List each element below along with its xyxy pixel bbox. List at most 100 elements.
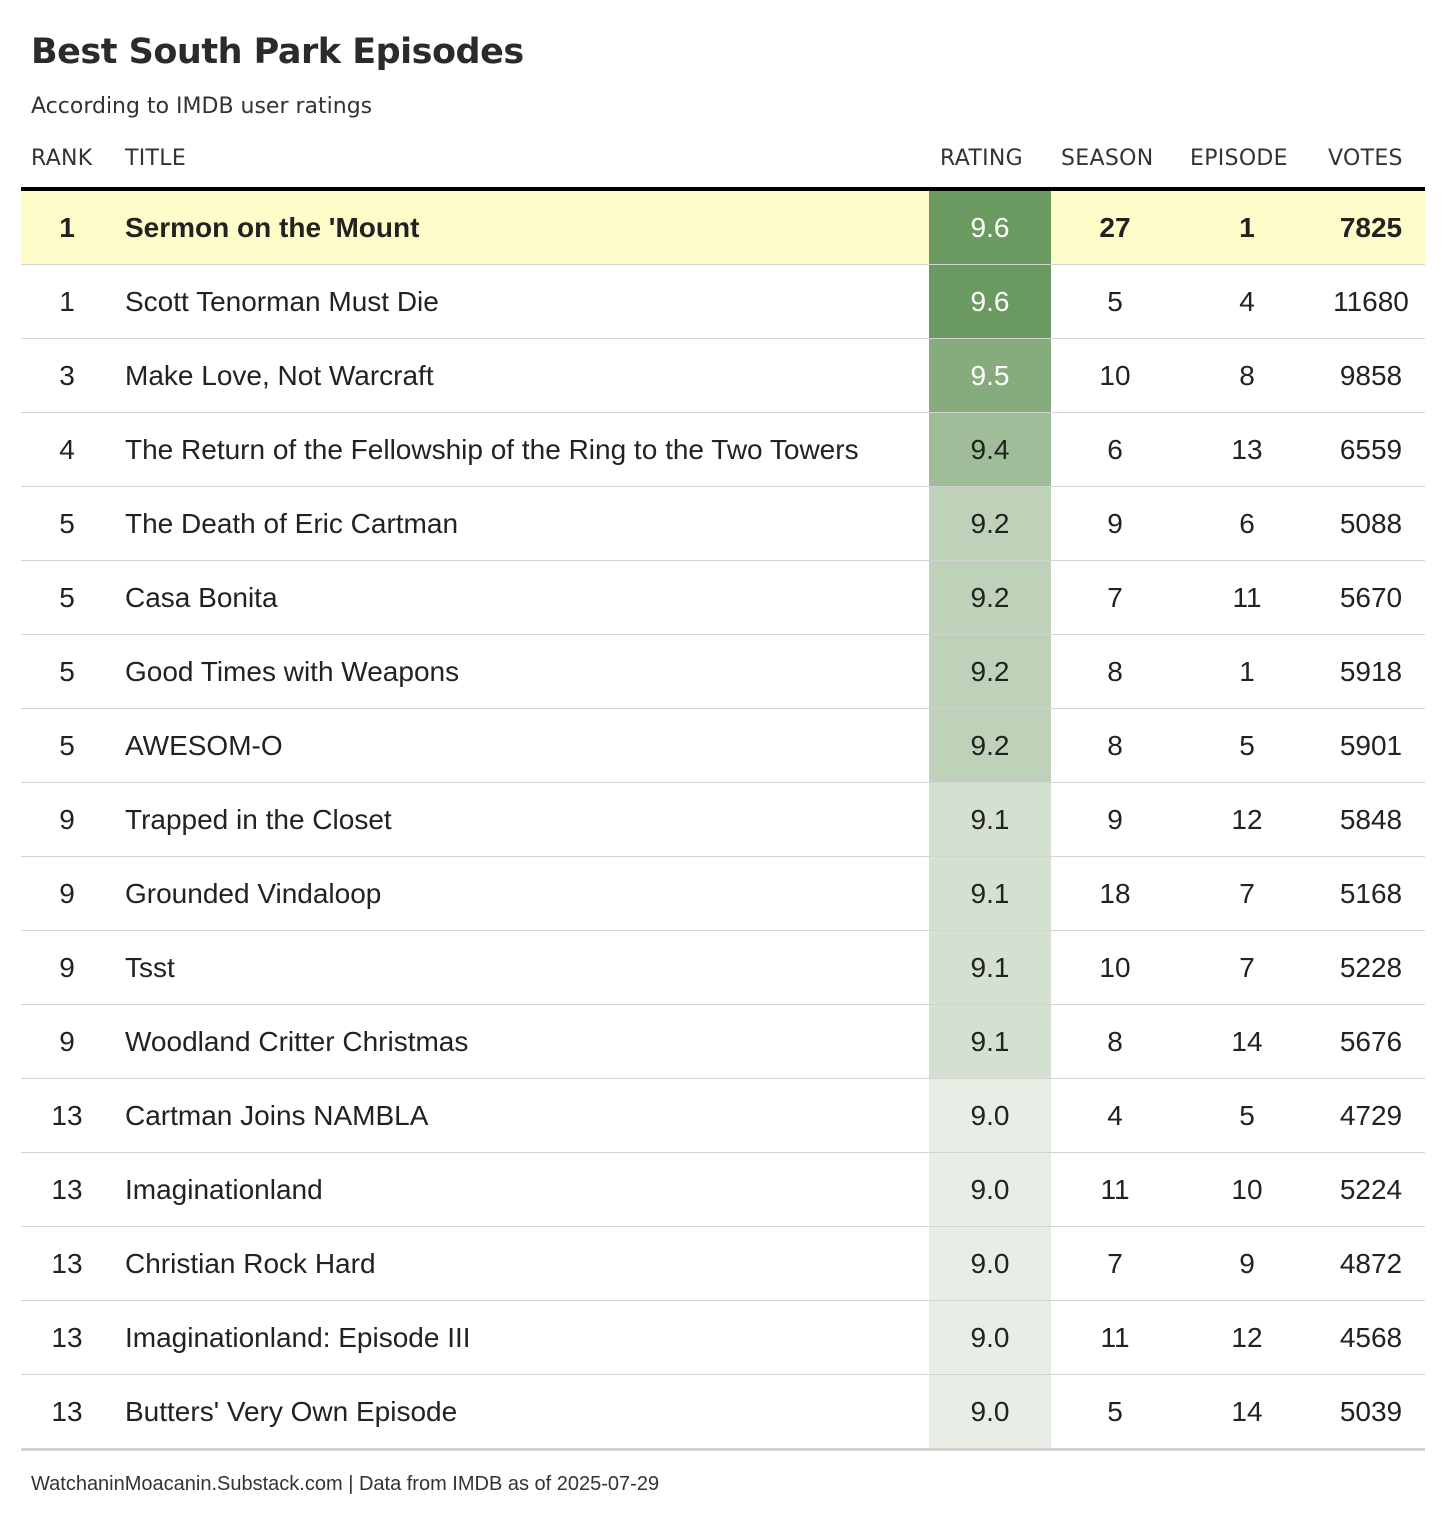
- episode-cell: 10: [1231, 1174, 1263, 1205]
- episode-cell: 1: [1239, 656, 1255, 687]
- votes-cell: 9858: [1339, 360, 1403, 391]
- season-cell: 5: [1107, 286, 1123, 317]
- table-header: RANK TITLE RATING SEASON EPISODE VOTES: [21, 140, 1425, 178]
- title-cell: Trapped in the Closet: [125, 804, 392, 835]
- rank-cell: 5: [59, 582, 75, 613]
- season-cell: 9: [1107, 508, 1123, 539]
- table-row: 13 Butters' Very Own Episode 9.0 5 14 5039: [21, 1375, 1425, 1451]
- table-row: 13 Christian Rock Hard 9.0 7 9 4872: [21, 1227, 1425, 1301]
- rank-cell: 4: [59, 434, 75, 465]
- episode-cell: 11: [1232, 582, 1262, 613]
- votes-cell: 7825: [1339, 212, 1403, 243]
- rank-cell: 3: [59, 360, 75, 391]
- title-cell: The Death of Eric Cartman: [125, 508, 459, 539]
- table-row: 9 Grounded Vindaloop 9.1 18 7 5168: [21, 857, 1425, 931]
- rating-cell: 9.2: [929, 561, 1051, 634]
- rating-cell: 9.6: [929, 265, 1051, 338]
- table-row: 13 Imaginationland 9.0 11 10 5224: [21, 1153, 1425, 1227]
- rank-cell: 13: [51, 1100, 83, 1131]
- title-cell: Grounded Vindaloop: [125, 878, 382, 909]
- rating-cell: 9.0: [929, 1227, 1051, 1300]
- votes-cell: 5848: [1339, 804, 1403, 835]
- votes-cell: 5224: [1339, 1174, 1403, 1205]
- chart-title: Best South Park Episodes: [31, 32, 524, 72]
- title-cell: Casa Bonita: [125, 582, 278, 613]
- column-header-season: SEASON: [1061, 146, 1154, 171]
- table-row: 9 Tsst 9.1 10 7 5228: [21, 931, 1425, 1005]
- season-cell: 11: [1100, 1322, 1130, 1353]
- rank-cell: 13: [51, 1396, 83, 1427]
- votes-cell: 5918: [1339, 656, 1403, 687]
- table-row: 4 The Return of the Fellowship of the Rin…: [21, 413, 1425, 487]
- votes-cell: 5901: [1339, 730, 1403, 761]
- rank-cell: 9: [59, 804, 75, 835]
- rating-cell: 9.1: [929, 1005, 1051, 1078]
- episode-cell: 1: [1239, 212, 1255, 243]
- season-cell: 10: [1099, 360, 1131, 391]
- episode-cell: 12: [1231, 804, 1263, 835]
- season-cell: 7: [1107, 582, 1123, 613]
- table-row: 5 AWESOM-O 9.2 8 5 5901: [21, 709, 1425, 783]
- rank-cell: 9: [59, 952, 75, 983]
- title-cell: Good Times with Weapons: [125, 656, 460, 687]
- title-cell: Imaginationland: [125, 1174, 323, 1205]
- table-row: 9 Trapped in the Closet 9.1 9 12 5848: [21, 783, 1425, 857]
- rank-cell: 9: [59, 1026, 75, 1057]
- episode-cell: 7: [1239, 878, 1255, 909]
- table-row: 9 Woodland Critter Christmas 9.1 8 14 5676: [21, 1005, 1425, 1079]
- season-cell: 9: [1107, 804, 1123, 835]
- rating-cell: 9.0: [929, 1153, 1051, 1226]
- rating-cell: 9.0: [929, 1375, 1051, 1448]
- votes-cell: 6559: [1339, 434, 1403, 465]
- title-cell: Tsst: [125, 952, 175, 983]
- season-cell: 10: [1099, 952, 1131, 983]
- votes-cell: 5168: [1339, 878, 1403, 909]
- season-cell: 8: [1107, 730, 1123, 761]
- title-cell: Butters' Very Own Episode: [125, 1396, 458, 1427]
- rank-cell: 5: [59, 508, 75, 539]
- table-row: 13 Imaginationland: Episode III 9.0 11 12 456…: [21, 1301, 1425, 1375]
- rating-cell: 9.1: [929, 783, 1051, 856]
- episode-cell: 4: [1239, 286, 1255, 317]
- rating-cell: 9.0: [929, 1079, 1051, 1152]
- table-row: 5 Casa Bonita 9.2 7 11 5670: [21, 561, 1425, 635]
- chart-footer: WatchaninMoacanin.Substack.com | Data fr…: [31, 1473, 660, 1495]
- rank-cell: 13: [51, 1248, 83, 1279]
- column-header-title: TITLE: [125, 146, 187, 171]
- rating-cell: 9.0: [929, 1301, 1051, 1374]
- table-row: 3 Make Love, Not Warcraft 9.5 10 8 9858: [21, 339, 1425, 413]
- votes-cell: 5670: [1339, 582, 1403, 613]
- table-row: 1 Scott Tenorman Must Die 9.6 5 4 11680: [21, 265, 1425, 339]
- rank-cell: 13: [51, 1174, 83, 1205]
- table-row: 5 The Death of Eric Cartman 9.2 9 6 5088: [21, 487, 1425, 561]
- votes-cell: 4568: [1339, 1322, 1403, 1353]
- title-cell: Make Love, Not Warcraft: [125, 360, 434, 391]
- chart-subtitle: According to IMDB user ratings: [31, 94, 373, 119]
- episode-cell: 8: [1239, 360, 1255, 391]
- title-cell: AWESOM-O: [125, 730, 283, 761]
- column-header-episode: EPISODE: [1190, 146, 1288, 171]
- episode-cell: 13: [1231, 434, 1263, 465]
- rank-cell: 5: [59, 656, 75, 687]
- table-row: 13 Cartman Joins NAMBLA 9.0 4 5 4729: [21, 1079, 1425, 1153]
- votes-cell: 4729: [1339, 1100, 1403, 1131]
- title-cell: Scott Tenorman Must Die: [125, 286, 439, 317]
- rating-cell: 9.1: [929, 931, 1051, 1004]
- episode-cell: 5: [1239, 1100, 1255, 1131]
- title-cell: Woodland Critter Christmas: [125, 1026, 469, 1057]
- episode-cell: 7: [1239, 952, 1255, 983]
- table-row: 1 Sermon on the 'Mount 9.6 27 1 7825: [21, 191, 1425, 265]
- season-cell: 18: [1099, 878, 1131, 909]
- season-cell: 5: [1107, 1396, 1123, 1427]
- votes-cell: 5228: [1339, 952, 1403, 983]
- title-cell: Imaginationland: Episode III: [125, 1322, 471, 1353]
- episode-cell: 14: [1231, 1026, 1263, 1057]
- season-cell: 4: [1107, 1100, 1123, 1131]
- episode-cell: 14: [1231, 1396, 1263, 1427]
- rank-cell: 13: [51, 1322, 83, 1353]
- votes-cell: 5088: [1339, 508, 1403, 539]
- episode-cell: 6: [1239, 508, 1255, 539]
- table-body: 1 Sermon on the 'Mount 9.6 27 1 7825 1 Scott Te…: [21, 191, 1425, 1451]
- rating-cell: 9.6: [929, 191, 1051, 264]
- season-cell: 6: [1107, 434, 1123, 465]
